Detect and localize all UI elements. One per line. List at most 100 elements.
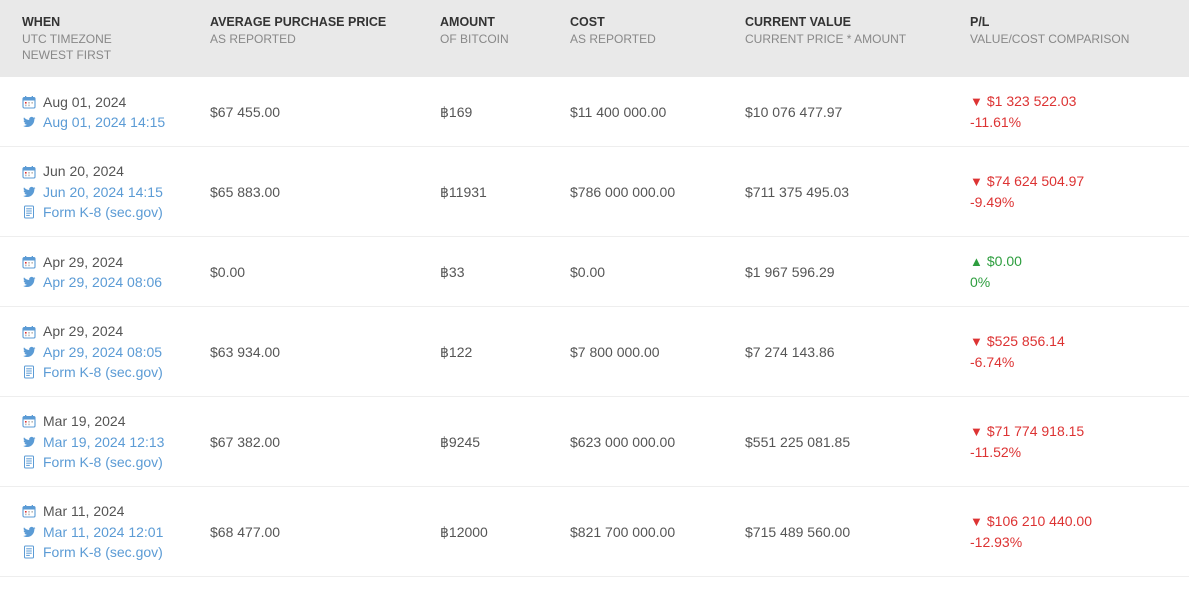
- col-header-amount[interactable]: AMOUNT OF BITCOIN: [430, 0, 560, 77]
- pl-amount-loss: ▼ $71 774 918.15: [970, 421, 1179, 442]
- cell-price: $68 477.00: [200, 487, 430, 577]
- tweet-timestamp-link[interactable]: Apr 29, 2024 08:06: [43, 272, 162, 292]
- calendar-date-line: Apr 29, 2024: [22, 321, 190, 341]
- tweet-timestamp-link[interactable]: Jun 20, 2024 14:15: [43, 182, 163, 202]
- form-k8-link[interactable]: Form K-8 (sec.gov): [43, 452, 163, 472]
- calendar-icon: [22, 255, 36, 269]
- twitter-icon: [22, 115, 36, 129]
- col-title: AVERAGE PURCHASE PRICE: [210, 14, 420, 31]
- tweet-timestamp-link[interactable]: Mar 19, 2024 12:13: [43, 432, 164, 452]
- calendar-icon: [22, 325, 36, 339]
- calendar-date-line: Aug 01, 2024: [22, 92, 190, 112]
- col-header-cost[interactable]: COST AS REPORTED: [560, 0, 735, 77]
- cell-amount: ฿9245: [430, 397, 560, 487]
- cell-price: $63 934.00: [200, 307, 430, 397]
- cell-value: $551 225 081.85: [735, 397, 960, 487]
- cell-cost: $0.00: [560, 237, 735, 307]
- table-header-row: WHEN UTC TIMEZONE NEWEST FIRST AVERAGE P…: [0, 0, 1189, 77]
- cell-pl: ▼$71 774 918.15-11.52%: [960, 397, 1189, 487]
- form-link-line[interactable]: Form K-8 (sec.gov): [22, 452, 190, 472]
- col-header-when[interactable]: WHEN UTC TIMEZONE NEWEST FIRST: [0, 0, 200, 77]
- document-icon: [22, 365, 36, 379]
- col-sub: UTC TIMEZONE: [22, 31, 190, 47]
- form-k8-link[interactable]: Form K-8 (sec.gov): [43, 542, 163, 562]
- col-sub: OF BITCOIN: [440, 31, 550, 47]
- tweet-link-line[interactable]: Aug 01, 2024 14:15: [22, 112, 190, 132]
- twitter-icon: [22, 345, 36, 359]
- pl-amount-value: $74 624 504.97: [987, 173, 1084, 189]
- pl-percent: -6.74%: [970, 352, 1179, 372]
- calendar-date-line: Mar 11, 2024: [22, 501, 190, 521]
- cell-value: $7 274 143.86: [735, 307, 960, 397]
- cell-value: $1 967 596.29: [735, 237, 960, 307]
- col-header-price[interactable]: AVERAGE PURCHASE PRICE AS REPORTED: [200, 0, 430, 77]
- cell-value: $715 489 560.00: [735, 487, 960, 577]
- arrow-down-icon: ▼: [970, 174, 983, 189]
- pl-amount-value: $0.00: [987, 253, 1022, 269]
- tweet-link-line[interactable]: Jun 20, 2024 14:15: [22, 182, 190, 202]
- cell-value: $10 076 477.97: [735, 77, 960, 147]
- document-icon: [22, 205, 36, 219]
- cell-price: $0.00: [200, 237, 430, 307]
- cell-amount: ฿169: [430, 77, 560, 147]
- col-title: AMOUNT: [440, 14, 550, 31]
- cell-amount: ฿33: [430, 237, 560, 307]
- pl-amount-value: $1 323 522.03: [987, 93, 1077, 109]
- pl-amount-loss: ▼ $74 624 504.97: [970, 171, 1179, 192]
- table-row: Apr 29, 2024Apr 29, 2024 08:06$0.00฿33$0…: [0, 237, 1189, 307]
- form-k8-link[interactable]: Form K-8 (sec.gov): [43, 362, 163, 382]
- cell-pl: ▲$0.000%: [960, 237, 1189, 307]
- table-row: Aug 01, 2024Aug 01, 2024 14:15$67 455.00…: [0, 77, 1189, 147]
- date-text: Apr 29, 2024: [43, 252, 123, 272]
- form-link-line[interactable]: Form K-8 (sec.gov): [22, 202, 190, 222]
- twitter-icon: [22, 525, 36, 539]
- col-sub: AS REPORTED: [210, 31, 420, 47]
- document-icon: [22, 545, 36, 559]
- twitter-icon: [22, 275, 36, 289]
- tweet-link-line[interactable]: Apr 29, 2024 08:06: [22, 272, 190, 292]
- calendar-icon: [22, 165, 36, 179]
- tweet-timestamp-link[interactable]: Mar 11, 2024 12:01: [43, 522, 163, 542]
- pl-amount-value: $106 210 440.00: [987, 513, 1092, 529]
- col-sub: CURRENT PRICE * AMOUNT: [745, 31, 950, 47]
- date-text: Apr 29, 2024: [43, 321, 123, 341]
- arrow-down-icon: ▼: [970, 514, 983, 529]
- pl-amount-loss: ▼ $106 210 440.00: [970, 511, 1179, 532]
- tweet-link-line[interactable]: Mar 19, 2024 12:13: [22, 432, 190, 452]
- cell-price: $65 883.00: [200, 147, 430, 237]
- cell-when: Mar 11, 2024Mar 11, 2024 12:01Form K-8 (…: [0, 487, 200, 577]
- pl-amount-gain: ▲$0.00: [970, 251, 1179, 272]
- calendar-icon: [22, 504, 36, 518]
- arrow-down-icon: ▼: [970, 424, 983, 439]
- arrow-down-icon: ▼: [970, 334, 983, 349]
- cell-when: Apr 29, 2024Apr 29, 2024 08:06: [0, 237, 200, 307]
- tweet-timestamp-link[interactable]: Apr 29, 2024 08:05: [43, 342, 162, 362]
- cell-cost: $11 400 000.00: [560, 77, 735, 147]
- tweet-timestamp-link[interactable]: Aug 01, 2024 14:15: [43, 112, 165, 132]
- cell-amount: ฿11931: [430, 147, 560, 237]
- cell-amount: ฿12000: [430, 487, 560, 577]
- form-link-line[interactable]: Form K-8 (sec.gov): [22, 362, 190, 382]
- col-sub: AS REPORTED: [570, 31, 725, 47]
- date-text: Mar 11, 2024: [43, 501, 124, 521]
- pl-amount-loss: ▼ $1 323 522.03: [970, 91, 1179, 112]
- form-k8-link[interactable]: Form K-8 (sec.gov): [43, 202, 163, 222]
- form-link-line[interactable]: Form K-8 (sec.gov): [22, 542, 190, 562]
- cell-pl: ▼$106 210 440.00-12.93%: [960, 487, 1189, 577]
- cell-when: Apr 29, 2024Apr 29, 2024 08:05Form K-8 (…: [0, 307, 200, 397]
- col-header-value[interactable]: CURRENT VALUE CURRENT PRICE * AMOUNT: [735, 0, 960, 77]
- pl-amount-value: $71 774 918.15: [987, 423, 1084, 439]
- cell-when: Jun 20, 2024Jun 20, 2024 14:15Form K-8 (…: [0, 147, 200, 237]
- col-sub: VALUE/COST COMPARISON: [970, 31, 1179, 47]
- twitter-icon: [22, 185, 36, 199]
- calendar-date-line: Mar 19, 2024: [22, 411, 190, 431]
- table-row: Mar 11, 2024Mar 11, 2024 12:01Form K-8 (…: [0, 487, 1189, 577]
- table-row: Mar 19, 2024Mar 19, 2024 12:13Form K-8 (…: [0, 397, 1189, 487]
- col-title: WHEN: [22, 14, 190, 31]
- tweet-link-line[interactable]: Apr 29, 2024 08:05: [22, 342, 190, 362]
- tweet-link-line[interactable]: Mar 11, 2024 12:01: [22, 522, 190, 542]
- arrow-down-icon: ▼: [970, 94, 983, 109]
- date-text: Jun 20, 2024: [43, 161, 124, 181]
- twitter-icon: [22, 435, 36, 449]
- col-header-pl[interactable]: P/L VALUE/COST COMPARISON: [960, 0, 1189, 77]
